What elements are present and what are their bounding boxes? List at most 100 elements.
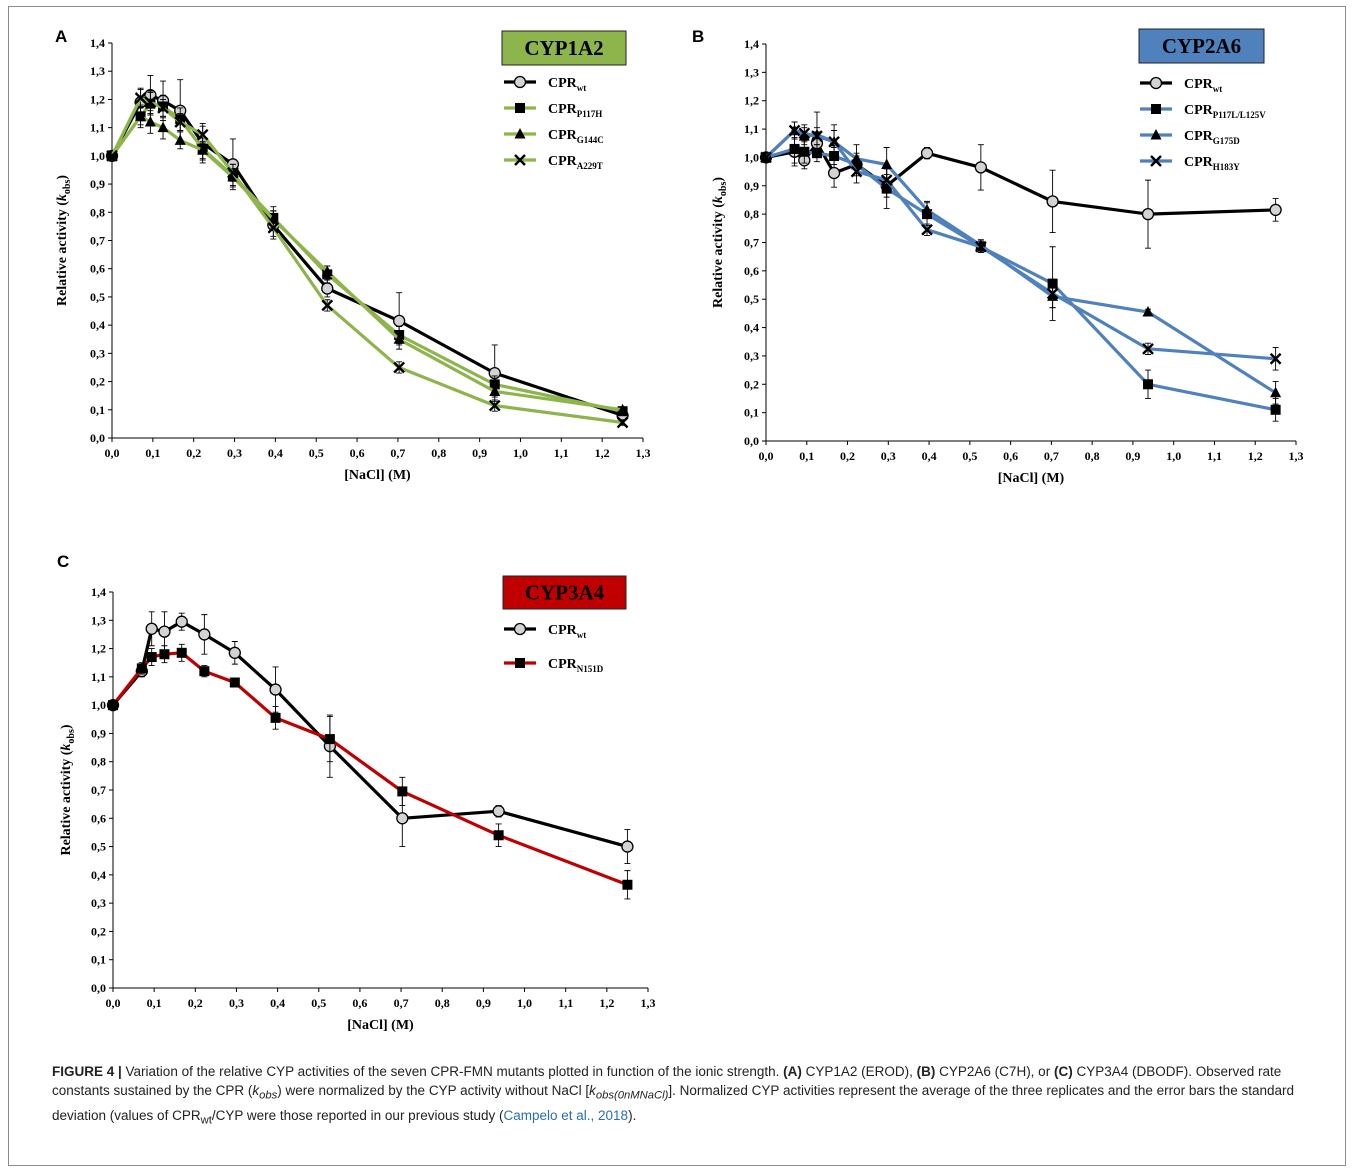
- data-point: [176, 647, 187, 658]
- y-tick-label: 0,6: [744, 264, 759, 278]
- caption-c-text: CYP3A4 (DBODF). Observed rate constants …: [52, 1064, 1282, 1098]
- x-tick-label: 0,1: [799, 449, 814, 463]
- x-tick-label: 0,7: [390, 446, 405, 460]
- legend-entry-sub: A229T: [577, 161, 603, 171]
- y-tick-label: 0,7: [90, 234, 105, 248]
- caption-text-4: /CYP were those reported in our previous…: [211, 1107, 504, 1123]
- legend-marker: [1150, 155, 1162, 167]
- series-line: [111, 651, 628, 887]
- x-tick-label: 0,7: [1044, 449, 1059, 463]
- x-tick-label: 0,5: [962, 449, 977, 463]
- x-tick-label: 0,0: [759, 449, 774, 463]
- data-point: [489, 385, 501, 396]
- y-axis-label-k: k: [55, 194, 70, 201]
- data-point: [881, 158, 893, 170]
- y-tick-label: 0,1: [90, 403, 105, 417]
- x-tick-label: 0,2: [186, 446, 201, 460]
- data-point: [828, 135, 840, 148]
- chart-badge-title: CYP2A6: [1162, 34, 1241, 58]
- data-point: [196, 128, 209, 141]
- x-tick-label: 0,8: [435, 996, 450, 1010]
- x-tick-label: 0,8: [431, 446, 446, 460]
- data-point: [617, 403, 629, 415]
- x-tick-label: 0,9: [1125, 449, 1140, 463]
- y-tick-label: 0,3: [90, 346, 105, 360]
- x-tick-label: 0,9: [476, 996, 491, 1010]
- y-tick-label: 1,0: [90, 149, 105, 163]
- data-point: [1270, 386, 1282, 398]
- citation-link[interactable]: Campelo et al., 2018: [503, 1107, 629, 1123]
- y-axis-label-close: ): [59, 724, 74, 729]
- y-tick-label: 0,2: [90, 375, 105, 389]
- series-h183y: [760, 121, 1282, 371]
- data-point: [920, 147, 934, 160]
- legend-entry-name: CPR: [1184, 129, 1214, 144]
- y-tick-label: 0,2: [91, 924, 106, 938]
- caption-a-label: (A): [783, 1064, 802, 1079]
- data-point: [880, 174, 893, 186]
- legend-entry-sub: wt: [577, 83, 587, 93]
- y-tick-label: 0,8: [91, 755, 106, 769]
- data-point: [228, 646, 241, 659]
- legend-entry: CPRG144C: [548, 128, 604, 145]
- data-point: [174, 134, 186, 145]
- data-point: [974, 161, 988, 174]
- legend-entry-name: CPR: [548, 102, 578, 117]
- y-tick-label: 1,3: [90, 64, 105, 78]
- x-tick-label: 0,6: [1003, 449, 1018, 463]
- y-axis-label-text: Relative activity (: [55, 201, 70, 306]
- legend-marker: [1151, 104, 1161, 114]
- caption-kobs-sub: obs: [259, 1089, 278, 1102]
- caption-text-2: ) were normalized by the CYP activity wi…: [277, 1083, 590, 1098]
- y-tick-label: 1,2: [90, 92, 105, 106]
- y-axis-label-text: Relative activity (: [711, 203, 726, 308]
- chart-badge: [502, 575, 627, 610]
- x-tick-label: 0,2: [188, 996, 203, 1010]
- legend-marker: [513, 622, 527, 636]
- data-point: [267, 221, 280, 234]
- series-line: [110, 102, 623, 413]
- y-tick-label: 0,3: [744, 349, 759, 363]
- data-point: [144, 116, 156, 127]
- data-point: [850, 165, 863, 178]
- data-point: [799, 146, 810, 157]
- data-point: [106, 150, 118, 162]
- y-tick-label: 0,5: [90, 290, 105, 304]
- data-point: [267, 213, 279, 224]
- caption-b-text: CYP2A6 (C7H), or: [935, 1064, 1054, 1079]
- legend-marker: [513, 75, 527, 89]
- legend-entry-name: CPR: [548, 128, 578, 143]
- legend-entry-sub: wt: [1213, 84, 1223, 94]
- series-line: [110, 114, 623, 412]
- legend-entry-name: CPR: [548, 623, 578, 638]
- y-tick-label: 0,0: [744, 434, 759, 448]
- data-point: [108, 700, 118, 711]
- data-point: [157, 102, 169, 114]
- y-tick-label: 1,3: [91, 613, 106, 627]
- data-point: [811, 130, 823, 143]
- y-tick-label: 0,5: [744, 292, 759, 306]
- legend-entry-sub: P117L/L125V: [1213, 110, 1267, 120]
- x-tick-label: 1,0: [517, 996, 532, 1010]
- x-tick-label: 0,6: [350, 446, 365, 460]
- data-point: [321, 265, 333, 277]
- x-tick-label: 1,0: [1166, 449, 1181, 463]
- chart-badge-title: CYP1A2: [524, 36, 603, 60]
- legend-entry: CPRwt: [548, 623, 586, 640]
- x-tick-label: 1,2: [595, 446, 610, 460]
- legend-entry-name: CPR: [548, 657, 578, 672]
- caption-k0-k: k: [589, 1083, 596, 1098]
- legend-entry-sub: P117H: [577, 109, 603, 119]
- y-tick-label: 0,8: [744, 207, 759, 221]
- legend-entry-sub: H183Y: [1213, 162, 1241, 172]
- x-tick-label: 1,3: [1289, 449, 1304, 463]
- x-axis-label: [NaCl] (M): [998, 471, 1065, 486]
- data-point: [197, 144, 209, 155]
- x-tick-label: 1,1: [554, 446, 569, 460]
- caption-kobs: kobs: [252, 1083, 277, 1102]
- data-point: [1046, 287, 1059, 300]
- chart-badge-title: CYP3A4: [525, 581, 605, 605]
- x-axis-label: [NaCl] (M): [347, 1018, 414, 1033]
- legend-entry: CPRwt: [1184, 77, 1222, 94]
- chart-badge: [501, 30, 627, 66]
